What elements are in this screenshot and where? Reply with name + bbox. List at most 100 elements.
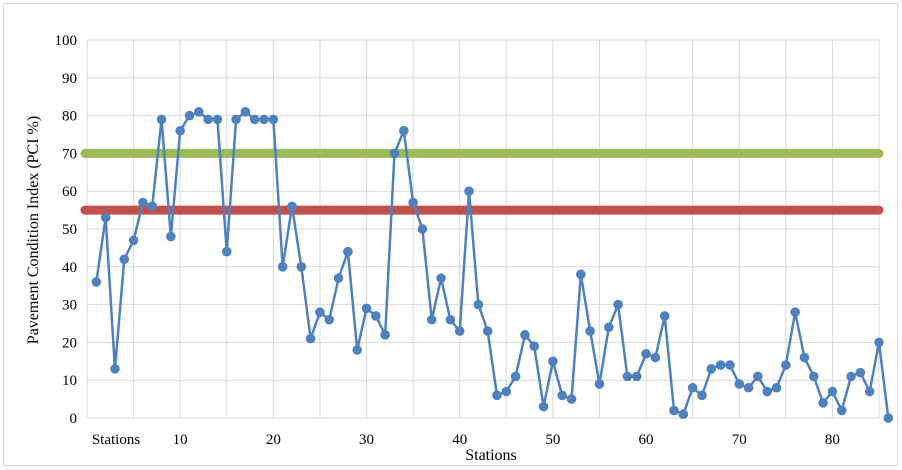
data-point	[641, 348, 651, 359]
data-point	[454, 326, 465, 336]
y-tick-label: 40	[62, 260, 77, 276]
data-point	[697, 390, 707, 401]
data-point	[399, 125, 409, 136]
data-point	[231, 114, 241, 125]
data-point	[100, 212, 111, 223]
x-tick-label: Stations	[92, 432, 141, 448]
y-axis-label: Pavement Condition Index (PCI %)	[25, 116, 42, 344]
data-point	[305, 333, 316, 344]
data-point	[631, 371, 642, 382]
data-point	[799, 352, 810, 363]
data-point	[464, 186, 474, 196]
data-point	[501, 386, 512, 397]
data-point	[492, 390, 502, 401]
data-point	[389, 148, 400, 159]
data-point	[836, 405, 847, 416]
data-point	[287, 201, 297, 212]
data-point	[277, 262, 288, 272]
data-point	[315, 307, 325, 317]
y-tick-label: 70	[62, 146, 77, 162]
data-point	[510, 371, 521, 382]
data-point	[874, 337, 884, 348]
data-point	[585, 326, 595, 336]
data-point	[221, 246, 232, 257]
data-point	[603, 322, 614, 333]
data-point	[706, 364, 717, 374]
data-point	[296, 262, 307, 272]
y-tick-label: 10	[62, 373, 77, 389]
data-point	[725, 360, 735, 370]
data-point	[808, 371, 819, 382]
data-point	[203, 114, 213, 125]
x-tick-label: 70	[732, 432, 747, 448]
data-point	[138, 197, 148, 208]
data-point	[762, 386, 772, 397]
data-point	[259, 114, 269, 125]
data-point	[91, 277, 102, 287]
data-point	[753, 371, 763, 382]
x-axis-label: Stations	[465, 447, 517, 464]
data-point	[715, 360, 726, 370]
data-point	[846, 371, 856, 382]
data-point	[743, 382, 754, 393]
data-point	[371, 311, 381, 321]
data-point	[818, 398, 828, 408]
x-tick-label: 50	[545, 432, 560, 448]
data-point	[119, 254, 130, 265]
series-layer	[91, 107, 894, 423]
data-point	[576, 269, 586, 280]
y-tick-label: 60	[62, 184, 77, 200]
data-point	[175, 125, 185, 136]
data-point	[436, 273, 446, 283]
data-point	[166, 231, 176, 242]
data-point	[482, 326, 493, 336]
data-point	[333, 273, 344, 283]
data-point	[324, 314, 335, 325]
x-tick-label: 60	[639, 432, 654, 448]
data-point	[445, 314, 456, 325]
data-point	[473, 299, 484, 310]
data-point	[622, 371, 633, 382]
data-point	[557, 390, 567, 401]
x-tick-label: 10	[173, 432, 188, 448]
x-tick-label: 30	[359, 432, 374, 448]
data-point	[734, 379, 745, 389]
data-point	[566, 394, 577, 404]
data-point	[864, 386, 875, 397]
y-tick-label: 90	[62, 71, 77, 87]
data-point	[361, 303, 372, 314]
data-point	[343, 246, 353, 257]
data-point	[650, 352, 661, 363]
x-tick-label: 40	[452, 432, 467, 448]
data-point	[194, 107, 204, 117]
data-point	[669, 405, 679, 416]
grid-lines	[86, 39, 880, 419]
y-tick-label: 100	[55, 33, 78, 49]
data-point	[240, 107, 251, 117]
data-point	[426, 314, 437, 325]
data-point	[352, 345, 363, 355]
data-point	[771, 382, 782, 393]
reference-lines	[80, 148, 884, 215]
data-point	[156, 114, 167, 125]
data-point	[687, 382, 698, 393]
data-point	[417, 224, 428, 234]
data-point	[781, 360, 791, 370]
y-axis-ticks: 0 10 20 30 40 50 60 70 80 90 100	[55, 33, 78, 427]
data-point	[408, 197, 418, 208]
data-point	[883, 413, 894, 423]
data-point	[380, 330, 390, 340]
data-point	[268, 114, 279, 125]
data-point	[678, 409, 689, 420]
data-point	[538, 401, 549, 412]
data-point	[855, 367, 866, 378]
data-point	[613, 299, 623, 310]
data-point	[594, 379, 605, 389]
y-tick-label: 20	[62, 335, 77, 351]
data-point	[790, 307, 800, 317]
data-point	[827, 386, 838, 397]
y-tick-label: 0	[70, 411, 78, 427]
data-point	[212, 114, 223, 125]
data-point	[659, 311, 670, 321]
